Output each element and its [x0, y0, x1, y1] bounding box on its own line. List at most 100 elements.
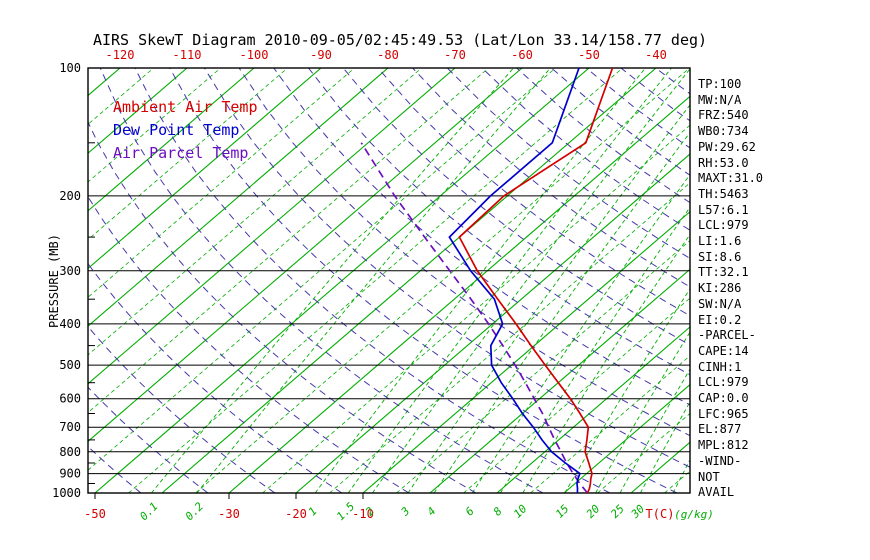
bottom-temp-label: -20	[285, 507, 307, 521]
pressure-axis-label: 500	[59, 358, 81, 372]
stat-line: KI:286	[698, 281, 742, 296]
dry-adiabat-line	[88, 121, 477, 493]
isotherm-line	[88, 68, 456, 385]
stat-line: L57:6.1	[698, 202, 749, 217]
stat-line: TP:100	[698, 77, 742, 91]
plot-background-lines	[0, 68, 690, 493]
mixing-ratio-line	[151, 68, 514, 493]
isotherm-dashed-line	[530, 355, 690, 493]
air-parcel-temp-curve	[360, 142, 589, 493]
stat-line: SI:8.6	[698, 249, 742, 264]
isotherm-line	[496, 326, 690, 493]
bottom-temp-label: -50	[84, 507, 106, 521]
stats-panel: TP:100 MW:N/A FRZ:540 WB0:734 PW:29.62 RH:53.…	[698, 77, 763, 501]
mixing-ratio-label: 0.1	[137, 500, 160, 523]
mixing-ratio-line	[564, 288, 690, 493]
pressure-axis-label: 600	[59, 392, 81, 406]
isotherm-dashed-line	[88, 68, 355, 298]
bottom-temp-label: -30	[218, 507, 240, 521]
top-axis-label: -60	[511, 48, 533, 62]
mixing-ratio-line	[619, 368, 690, 493]
mixing-ratio-line	[407, 104, 690, 493]
dew-point-temp-curve	[448, 68, 581, 493]
dry-adiabat-line	[99, 68, 544, 493]
isotherm-dashed-line	[597, 412, 690, 493]
dry-adiabat-line	[88, 386, 209, 493]
isotherm-dashed-line	[88, 68, 422, 356]
stat-line: EI:0.2	[698, 312, 742, 327]
mixing-ratio-line	[347, 68, 672, 493]
legend-item: Dew Point Temp	[113, 121, 240, 139]
stat-line: CAPE:14	[698, 343, 749, 358]
mixing-ratio-label: 15	[553, 502, 572, 521]
stat-line: EL:877	[698, 422, 742, 437]
dry-adiabat-line	[134, 68, 611, 493]
mixing-unit-label: (g/kg)	[674, 508, 714, 521]
stat-line: LCL:979	[698, 218, 749, 233]
chart-title: AIRS SkewT Diagram 2010-09-05/02:45:49.5…	[92, 31, 708, 49]
pressure-axis-label: 400	[59, 317, 81, 331]
stat-line: -PARCEL-	[698, 328, 756, 343]
stat-line: LFC:965	[698, 406, 749, 421]
isotherm-line	[161, 68, 657, 493]
isotherm-line	[88, 68, 188, 154]
isotherm-line	[429, 268, 690, 493]
isotherm-dashed-line	[195, 68, 690, 493]
stat-line: LCL:979	[698, 375, 749, 390]
legend: Ambient Air Temp Dew Point Temp Air Parcel…	[113, 96, 258, 165]
legend-item: Ambient Air Temp	[113, 98, 258, 116]
mixing-ratio-line	[522, 233, 690, 493]
stat-line: NOT	[698, 469, 720, 484]
mixing-ratio-line	[372, 68, 690, 493]
top-axis-label: -80	[377, 48, 399, 62]
pressure-axis-label: 900	[59, 467, 81, 481]
pressure-axis-label: 100	[59, 61, 81, 75]
stat-line: RH:53.0	[698, 155, 749, 170]
stat-line: MAXT:31.0	[698, 171, 764, 186]
bottom-temp-label: -10	[352, 507, 374, 521]
mixing-ratio-line	[471, 173, 690, 493]
isotherm-dashed-line	[88, 68, 489, 414]
dry-adiabat-line	[88, 325, 276, 493]
pressure-axis-label: 700	[59, 420, 81, 434]
stat-line: MPL:812	[698, 438, 749, 453]
pressure-axis-label: 1000	[52, 486, 81, 500]
isotherm-line	[0, 68, 53, 493]
stat-line: TH:5463	[698, 186, 749, 201]
top-axis-label: -110	[173, 48, 202, 62]
isotherm-dashed-line	[664, 470, 690, 493]
mixing-ratio-label: 4	[425, 505, 439, 519]
isotherm-dashed-line	[396, 239, 690, 493]
mixing-ratio-label: 3	[398, 505, 413, 520]
mixing-ratio-line	[500, 206, 690, 493]
dry-adiabat-line	[342, 68, 690, 346]
dry-adiabat-line	[169, 68, 678, 493]
top-axis-label: -100	[240, 48, 269, 62]
dry-adiabat-line	[412, 68, 690, 288]
isotherm-line	[563, 383, 690, 493]
isotherm-line	[88, 68, 255, 212]
isotherm-line	[88, 68, 523, 443]
isotherm-line	[228, 95, 690, 493]
stat-line: LI:1.6	[698, 234, 742, 249]
plot-frame	[87, 67, 691, 494]
mixing-ratio-label: 10	[511, 502, 530, 521]
top-axis-label: -50	[578, 48, 600, 62]
mixing-ratio-label: 1	[306, 505, 320, 519]
top-axis-label: -70	[444, 48, 466, 62]
mixing-ratio-line	[196, 68, 551, 493]
sounding-curves	[360, 68, 614, 493]
mixing-ratio-label: 6	[463, 504, 477, 518]
isotherm-line	[88, 68, 322, 270]
isotherm-line	[362, 210, 690, 493]
stat-line: AVAIL	[698, 485, 735, 500]
mixing-ratio-label: 8	[491, 504, 505, 518]
isotherm-dashed-line	[88, 68, 556, 471]
stat-line: CINH:1	[698, 359, 742, 374]
isotherm-dashed-line	[0, 68, 20, 493]
top-axis-label: -120	[106, 48, 135, 62]
dry-adiabat-line	[203, 68, 690, 468]
mixing-ratio-label: 0.2	[183, 500, 207, 524]
